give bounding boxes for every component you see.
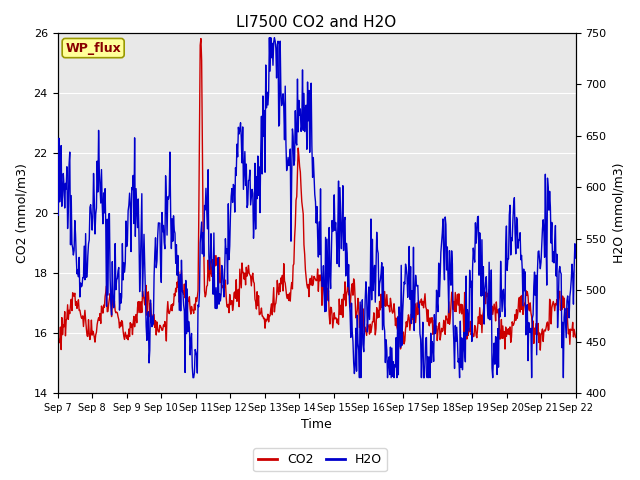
Text: WP_flux: WP_flux	[65, 42, 121, 55]
X-axis label: Time: Time	[301, 419, 332, 432]
Legend: CO2, H2O: CO2, H2O	[253, 448, 387, 471]
Y-axis label: CO2 (mmol/m3): CO2 (mmol/m3)	[15, 163, 28, 263]
Title: LI7500 CO2 and H2O: LI7500 CO2 and H2O	[236, 15, 397, 30]
Y-axis label: H2O (mmol/m3): H2O (mmol/m3)	[612, 163, 625, 263]
